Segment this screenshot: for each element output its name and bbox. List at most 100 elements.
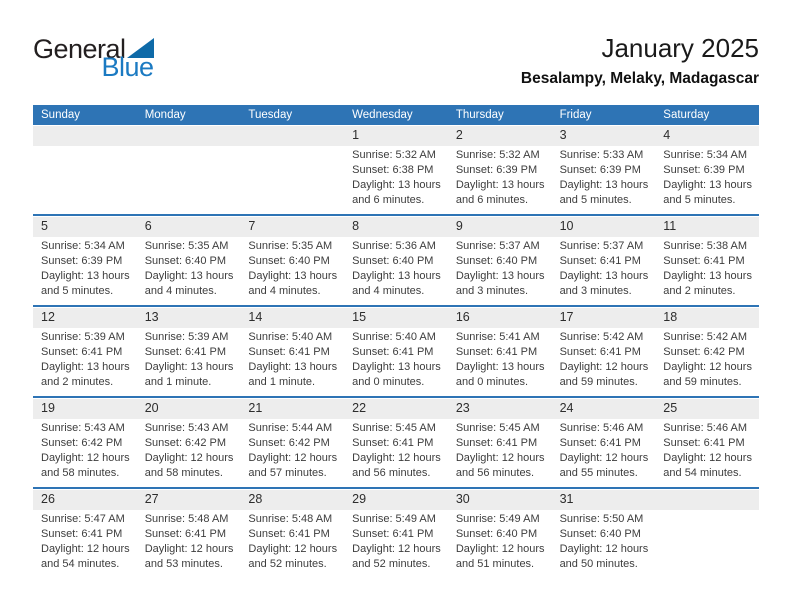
- page-subtitle: Besalampy, Melaky, Madagascar: [520, 70, 759, 87]
- daylight-text: Daylight: 12 hours and 54 minutes.: [41, 543, 130, 570]
- day-number-22: 22: [352, 401, 367, 415]
- weekday-header-saturday: Saturday: [663, 109, 710, 121]
- day-cell-25: Sunrise: 5:46 AM Sunset: 6:41 PM Daylight:…: [655, 419, 759, 487]
- page-title: January 2025: [601, 33, 759, 63]
- sunset-text: Sunset: 6:40 PM: [455, 528, 538, 540]
- day-cell-5: Sunrise: 5:34 AM Sunset: 6:39 PM Daylight:…: [33, 237, 137, 305]
- day-number-band: 26 27 28 29 30 31: [33, 490, 759, 510]
- weekday-header-tuesday: Tuesday: [248, 109, 293, 121]
- weekday-header-thursday: Thursday: [455, 109, 504, 121]
- day-number-28: 28: [248, 492, 263, 506]
- logo-text-general-row: General: [33, 36, 154, 63]
- day-number-empty: [33, 126, 137, 146]
- sunrise-text: Sunrise: 5:45 AM: [455, 422, 540, 434]
- sunset-text: Sunset: 6:41 PM: [663, 255, 745, 267]
- day-number-8: 8: [352, 219, 360, 233]
- daylight-text: Daylight: 12 hours and 52 minutes.: [248, 543, 338, 570]
- daylight-text: Daylight: 13 hours and 5 minutes.: [663, 179, 752, 206]
- day-cell-29: Sunrise: 5:49 AM Sunset: 6:41 PM Daylight:…: [344, 510, 448, 578]
- day-details-row: Sunrise: 5:43 AM Sunset: 6:42 PM Daylight:…: [33, 419, 759, 487]
- sunrise-text: Sunrise: 5:38 AM: [663, 240, 748, 252]
- day-cell-21: Sunrise: 5:44 AM Sunset: 6:42 PM Daylight:…: [240, 419, 344, 487]
- sunset-text: Sunset: 6:39 PM: [41, 255, 123, 267]
- sunset-text: Sunset: 6:40 PM: [248, 255, 330, 267]
- day-cell-10: Sunrise: 5:37 AM Sunset: 6:41 PM Daylight:…: [552, 237, 656, 305]
- sunset-text: Sunset: 6:41 PM: [248, 346, 330, 358]
- day-cell-24: Sunrise: 5:46 AM Sunset: 6:41 PM Daylight:…: [552, 419, 656, 487]
- daylight-text: Daylight: 12 hours and 56 minutes.: [352, 452, 441, 479]
- day-number-11: 11: [663, 219, 677, 233]
- sunrise-text: Sunrise: 5:48 AM: [248, 513, 333, 525]
- day-number-band: 1 2 3 4: [33, 126, 759, 146]
- daylight-text: Daylight: 13 hours and 0 minutes.: [352, 361, 441, 388]
- weekday-header-row: Sunday Monday Tuesday Wednesday Thursday Frid…: [33, 105, 759, 125]
- sunset-text: Sunset: 6:41 PM: [352, 346, 434, 358]
- day-number-19: 19: [41, 401, 55, 415]
- week-row-5: 26 27 28 29 30 31 Sunrise: 5:47 AM Sunset: 6:41…: [33, 487, 759, 578]
- week-row-3: 12 13 14 15 16 17 18 Sunrise: 5:39 AM Sunset: 6:…: [33, 305, 759, 396]
- day-cell-27: Sunrise: 5:48 AM Sunset: 6:41 PM Daylight:…: [137, 510, 241, 578]
- sunrise-text: Sunrise: 5:40 AM: [352, 331, 436, 343]
- day-number-band: 5 6 7 8 9 10 11: [33, 217, 759, 237]
- daylight-text: Daylight: 13 hours and 2 minutes.: [41, 361, 130, 388]
- day-number-31: 31: [559, 492, 574, 506]
- sunrise-text: Sunrise: 5:37 AM: [559, 240, 644, 252]
- logo-text-blue: Blue: [101, 52, 155, 82]
- daylight-text: Daylight: 13 hours and 1 minute.: [144, 361, 234, 388]
- day-number-29: 29: [352, 492, 367, 506]
- daylight-text: Daylight: 12 hours and 54 minutes.: [663, 452, 752, 479]
- daylight-text: Daylight: 12 hours and 55 minutes.: [559, 452, 649, 479]
- daylight-text: Daylight: 12 hours and 59 minutes.: [559, 361, 649, 388]
- day-cell-23: Sunrise: 5:45 AM Sunset: 6:41 PM Daylight:…: [448, 419, 552, 487]
- week-row-4: 19 20 21 22 23 24 25 Sunrise: 5:43 AM Sunset: 6:…: [33, 396, 759, 487]
- day-number-empty: [655, 490, 759, 510]
- sunset-text: Sunset: 6:41 PM: [559, 255, 641, 267]
- daylight-text: Daylight: 13 hours and 3 minutes.: [455, 270, 545, 297]
- sunset-text: Sunset: 6:41 PM: [352, 528, 434, 540]
- day-cell-14: Sunrise: 5:40 AM Sunset: 6:41 PM Daylight:…: [240, 328, 344, 396]
- day-number-18: 18: [663, 310, 678, 324]
- sunrise-text: Sunrise: 5:50 AM: [559, 513, 644, 525]
- day-cell-22: Sunrise: 5:45 AM Sunset: 6:41 PM Daylight:…: [344, 419, 448, 487]
- daylight-text: Daylight: 13 hours and 3 minutes.: [559, 270, 649, 297]
- day-cell-17: Sunrise: 5:42 AM Sunset: 6:41 PM Daylight:…: [552, 328, 656, 396]
- day-number-2: 2: [455, 128, 463, 142]
- day-cell-empty: [137, 146, 241, 214]
- daylight-text: Daylight: 13 hours and 4 minutes.: [352, 270, 441, 297]
- sunrise-text: Sunrise: 5:45 AM: [352, 422, 436, 434]
- day-details-row: Sunrise: 5:39 AM Sunset: 6:41 PM Daylight:…: [33, 328, 759, 396]
- daylight-text: Daylight: 13 hours and 4 minutes.: [144, 270, 234, 297]
- daylight-text: Daylight: 13 hours and 6 minutes.: [352, 179, 441, 206]
- sunset-text: Sunset: 6:40 PM: [559, 528, 641, 540]
- day-cell-4: Sunrise: 5:34 AM Sunset: 6:39 PM Daylight:…: [655, 146, 759, 214]
- daylight-text: Daylight: 12 hours and 50 minutes.: [559, 543, 649, 570]
- sunrise-text: Sunrise: 5:42 AM: [559, 331, 644, 343]
- title-block: January 2025 Besalampy, Melaky, Madagasc…: [521, 33, 759, 88]
- day-cell-19: Sunrise: 5:43 AM Sunset: 6:42 PM Daylight:…: [33, 419, 137, 487]
- sunrise-text: Sunrise: 5:42 AM: [663, 331, 748, 343]
- daylight-text: Daylight: 13 hours and 0 minutes.: [455, 361, 545, 388]
- sunset-text: Sunset: 6:39 PM: [455, 164, 538, 176]
- day-number-6: 6: [144, 219, 152, 233]
- daylight-text: Daylight: 12 hours and 56 minutes.: [455, 452, 545, 479]
- sunset-text: Sunset: 6:41 PM: [559, 346, 641, 358]
- sunrise-text: Sunrise: 5:40 AM: [248, 331, 333, 343]
- sunrise-text: Sunrise: 5:44 AM: [248, 422, 333, 434]
- sunset-text: Sunset: 6:40 PM: [144, 255, 227, 267]
- daylight-text: Daylight: 12 hours and 58 minutes.: [144, 452, 234, 479]
- sunset-text: Sunset: 6:42 PM: [41, 437, 123, 449]
- sunset-text: Sunset: 6:42 PM: [144, 437, 227, 449]
- day-details-row: Sunrise: 5:34 AM Sunset: 6:39 PM Daylight:…: [33, 237, 759, 305]
- day-number-25: 25: [663, 401, 678, 415]
- day-number-3: 3: [559, 128, 567, 142]
- daylight-text: Daylight: 13 hours and 5 minutes.: [559, 179, 649, 206]
- sunrise-text: Sunrise: 5:39 AM: [41, 331, 125, 343]
- daylight-text: Daylight: 13 hours and 6 minutes.: [455, 179, 545, 206]
- sunrise-text: Sunrise: 5:36 AM: [352, 240, 436, 252]
- day-cell-2: Sunrise: 5:32 AM Sunset: 6:39 PM Daylight:…: [448, 146, 552, 214]
- daylight-text: Daylight: 13 hours and 5 minutes.: [41, 270, 130, 297]
- week-row-1: 1 2 3 4 Sunrise: 5:32 AM Sunset: 6:38 PM Dayli…: [33, 126, 759, 214]
- daylight-text: Daylight: 12 hours and 58 minutes.: [41, 452, 130, 479]
- general-blue-logo: General Blue: [33, 36, 155, 82]
